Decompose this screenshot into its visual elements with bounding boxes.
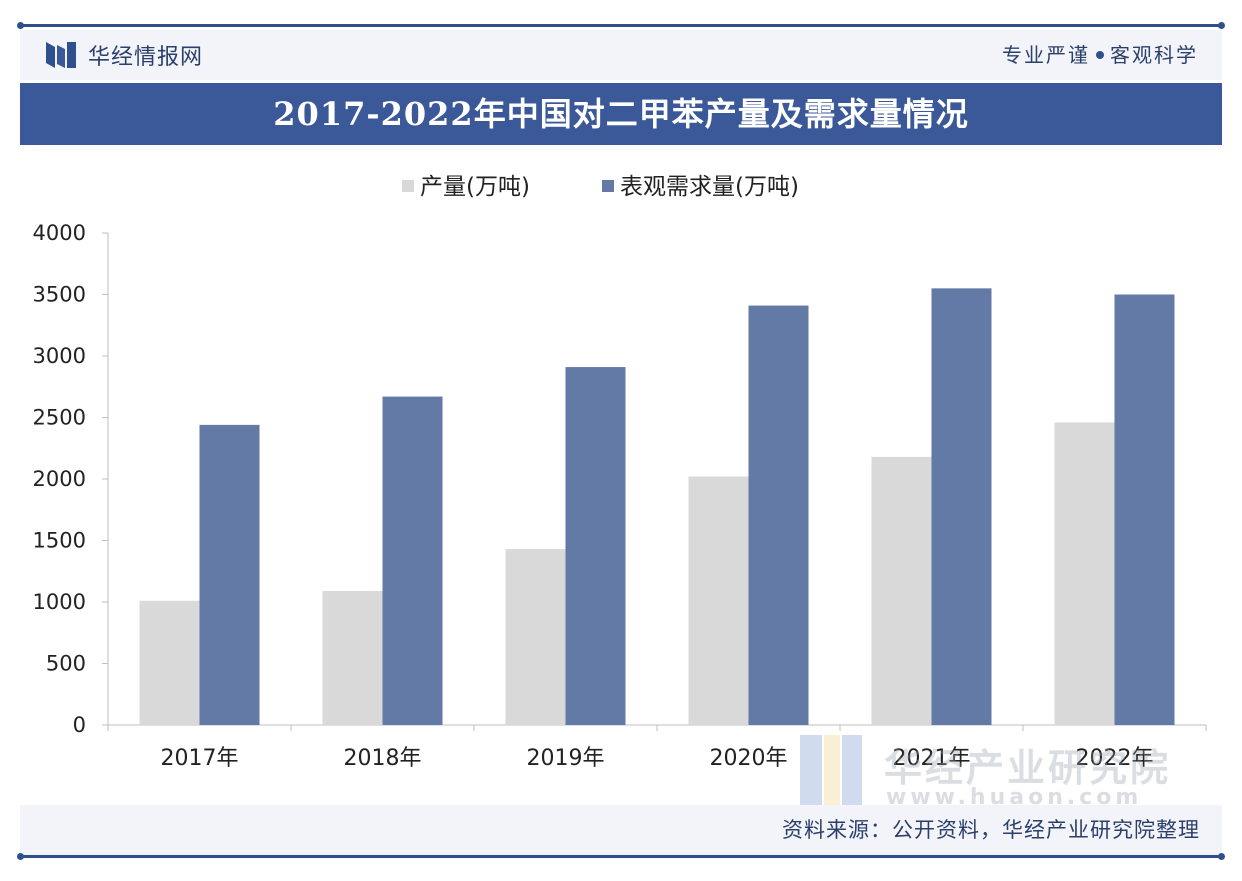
production-bar (505, 549, 566, 725)
slogan-left: 专业严谨 (1002, 43, 1090, 67)
chart-title: 2017-2022年中国对二甲苯产量及需求量情况 (273, 95, 969, 133)
y-tick-label: 1500 (33, 529, 86, 553)
y-tick-label: 0 (73, 713, 86, 737)
y-tick-label: 2500 (33, 406, 86, 430)
footer-bar: 资料来源：公开资料，华经产业研究院整理 (20, 805, 1222, 855)
demand-bar (382, 396, 443, 725)
source-note: 资料来源：公开资料，华经产业研究院整理 (782, 818, 1200, 842)
production-bar (139, 600, 200, 725)
x-tick-label: 2018年 (344, 746, 422, 771)
watermark-name: 华经产业研究院 (884, 746, 1172, 790)
x-tick-label: 2021年 (893, 746, 971, 771)
slogan: 专业严谨 客观科学 (1002, 40, 1198, 70)
demand-bar (748, 305, 809, 725)
demand-bar (1114, 294, 1175, 725)
y-tick-label: 500 (46, 652, 86, 676)
legend-label: 产量(万吨) (420, 174, 530, 200)
demand-bar (565, 367, 626, 725)
x-tick-label: 2020年 (710, 746, 788, 771)
y-tick-label: 1000 (33, 590, 86, 614)
legend-swatch (602, 180, 614, 192)
title-bar: 2017-2022年中国对二甲苯产量及需求量情况 (20, 83, 1222, 145)
top-frame-line (17, 22, 1225, 29)
y-tick-label: 4000 (33, 221, 86, 245)
y-tick-label: 3500 (33, 283, 86, 307)
x-tick-label: 2017年 (161, 746, 239, 771)
legend-label: 表观需求量(万吨) (620, 174, 799, 200)
y-tick-label: 2000 (33, 467, 86, 491)
demand-bar (931, 288, 992, 725)
bullet-dot-icon (1096, 51, 1104, 59)
x-tick-label: 2019年 (527, 746, 605, 771)
production-bar (1054, 422, 1115, 725)
x-tick-label: 2022年 (1076, 746, 1154, 771)
y-tick-label: 3000 (33, 344, 86, 368)
production-bar (871, 456, 932, 725)
brand-logo-icon (46, 42, 76, 68)
demand-bar (199, 424, 260, 725)
header-bar: 华经情报网 专业严谨 客观科学 (20, 30, 1222, 80)
bottom-frame-line (17, 853, 1225, 860)
production-bar (688, 476, 749, 725)
brand-name: 华经情报网 (88, 45, 204, 70)
brand: 华经情报网 (46, 40, 203, 70)
production-bar (322, 590, 383, 725)
legend-swatch (402, 180, 414, 192)
slogan-right: 客观科学 (1110, 43, 1198, 67)
watermark-logo-icon (800, 735, 862, 807)
